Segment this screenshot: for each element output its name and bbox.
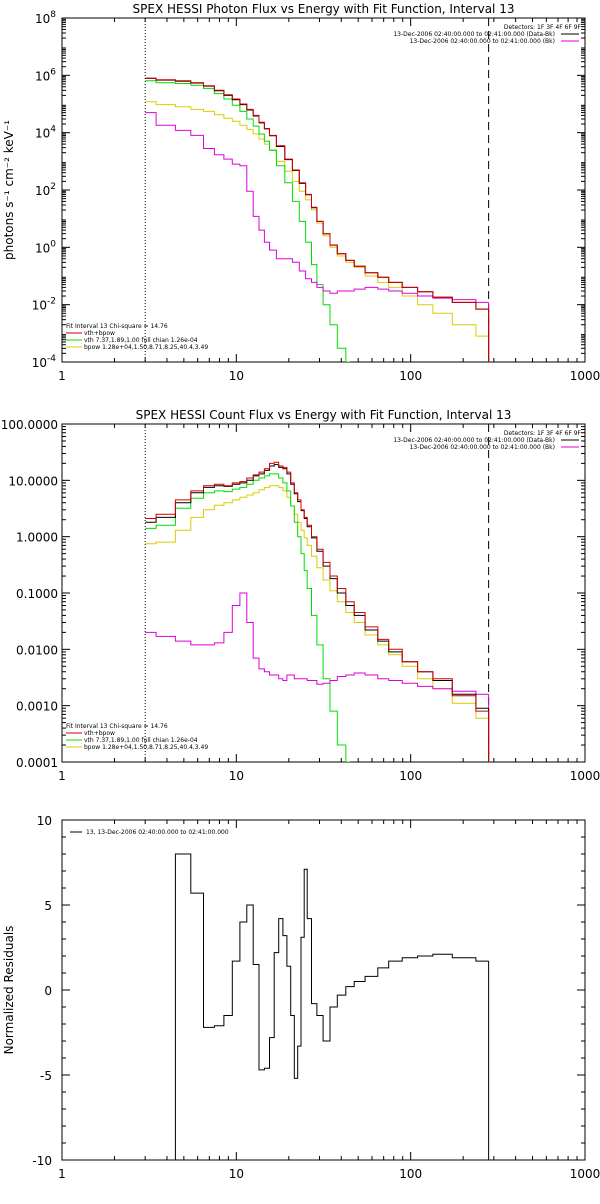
x-tick-label: 1000 (570, 369, 600, 383)
series-total-line (145, 853, 489, 1160)
series-bk-line (145, 592, 489, 695)
legend-bottom-left-text: vth 7.37,1.89,1.00 full chian 1.26e-04 (84, 737, 198, 744)
y-tick-label: 1.0000 (16, 531, 58, 545)
legend-bottom-left-text: bpow 1.28e+04,1.50,8.71,8.25,40.4,3.49 (84, 744, 208, 751)
legend-bottom-left-title: Fit Interval 13 Chi-square = 14.76 (66, 723, 168, 730)
legend-bottom-left-title: Fit Interval 13 Chi-square = 14.76 (66, 323, 168, 330)
series-bpow-line (145, 485, 489, 719)
x-tick-label: 100 (399, 769, 422, 783)
legend-bottom-left-text: bpow 1.28e+04,1.50,8.71,8.25,40.4,3.49 (84, 344, 208, 351)
chart-title: SPEX HESSI Count Flux vs Energy with Fit… (136, 408, 512, 422)
x-tick-label: 100 (399, 369, 422, 383)
y-axis-label: photons s⁻¹ cm⁻² keV⁻¹ (2, 120, 16, 260)
y-tick-label: 10 (37, 814, 52, 828)
chart-resid: Normalized Residuals 1 10 100 1000 -10 -5 0 5 10 1… (2, 814, 600, 1181)
chart-photon: SPEX HESSI Photon Flux vs Energy with Fi… (2, 2, 600, 383)
chart-title: SPEX HESSI Photon Flux vs Energy with Fi… (133, 2, 515, 16)
y-tick-label: 0.0100 (16, 643, 58, 657)
plot-frame (61, 819, 586, 1161)
legend-top-left-text: 13, 13-Dec-2006 02:40:00.000 to 02:41:00… (86, 829, 229, 836)
series-data-line (145, 461, 489, 712)
series-bpow-line (145, 101, 489, 337)
y-tick-label: 104 (35, 125, 56, 141)
y-tick-label: 10.0000 (8, 474, 58, 488)
y-axis-label: Normalized Residuals (2, 926, 16, 1055)
y-tick-label: 5 (44, 899, 52, 913)
legend-top-right-text: 13-Dec-2006 02:40:00.000 to 02:41:00.000… (410, 38, 555, 45)
x-tick-label: 1 (58, 769, 66, 783)
legend-bottom-left-text: vth 7.37,1.89,1.00 full chian 1.26e-04 (84, 337, 198, 344)
x-tick-label: 1000 (570, 769, 600, 783)
legend-top-right-text: 13-Dec-2006 02:40:00.000 to 02:41:00.000… (393, 31, 555, 38)
legend-top-right-text: 13-Dec-2006 02:40:00.000 to 02:41:00.000… (393, 437, 555, 444)
series-data-line (145, 77, 489, 310)
y-tick-label: 102 (35, 182, 56, 198)
legend-top-right-text: 13-Dec-2006 02:40:00.000 to 02:41:00.000… (410, 444, 555, 451)
legend-top-right-text: Detectors: 1F 3F 4F 6F 9F (504, 24, 582, 31)
series-bk-line (145, 112, 489, 303)
y-tick-label: 0.0001 (16, 756, 58, 770)
plot-frame (61, 17, 586, 363)
y-tick-label: -5 (40, 1069, 52, 1083)
y-tick-label: 10-2 (32, 297, 56, 313)
chart-count: SPEX HESSI Count Flux vs Energy with Fit… (1, 408, 600, 783)
legend-bottom-left-text: vth+bpow (84, 330, 115, 337)
series-total-line (145, 464, 489, 709)
x-tick-label: 10 (229, 769, 244, 783)
x-tick-label: 10 (229, 1167, 244, 1181)
y-tick-label: 10-4 (32, 354, 57, 370)
x-tick-label: 1000 (570, 1167, 600, 1181)
x-tick-label: 1 (58, 1167, 66, 1181)
y-tick-label: 100 (35, 239, 56, 255)
plot-frame (61, 423, 586, 763)
series-vth-line (145, 80, 351, 362)
x-tick-label: 100 (399, 1167, 422, 1181)
y-tick-label: 108 (35, 10, 56, 26)
series-vth-line (145, 473, 351, 762)
legend-bottom-left-text: vth+bpow (84, 730, 115, 737)
y-tick-label: -10 (32, 1154, 52, 1168)
y-tick-label: 0.0010 (16, 700, 58, 714)
y-tick-label: 0 (44, 984, 52, 998)
y-tick-label: 0.1000 (16, 587, 58, 601)
y-tick-label: 100.0000 (1, 418, 58, 432)
x-tick-label: 1 (58, 369, 66, 383)
y-tick-label: 106 (35, 67, 56, 83)
legend-top-right-text: Detectors: 1F 3F 4F 6F 9F (504, 430, 582, 437)
x-tick-label: 10 (229, 369, 244, 383)
